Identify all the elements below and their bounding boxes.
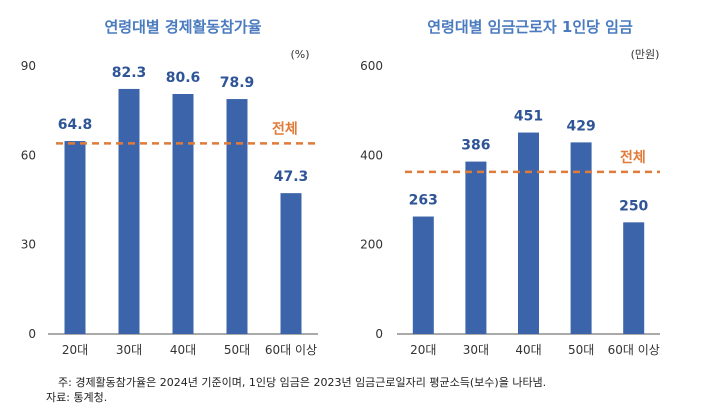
x-tick-label: 20대 <box>410 343 436 357</box>
data-label: 250 <box>619 198 648 214</box>
bar <box>518 132 539 334</box>
data-label: 78.9 <box>220 75 255 91</box>
y-tick-label: 200 <box>360 238 383 252</box>
unit-label: (만원) <box>631 48 660 61</box>
y-tick-label: 30 <box>21 238 36 252</box>
y-tick-label: 0 <box>28 327 36 341</box>
reference-label: 전체 <box>272 120 298 137</box>
data-label: 429 <box>566 118 595 134</box>
chart-title: 연령대별 경제활동참가율 <box>104 18 261 36</box>
x-tick-label: 30대 <box>116 343 142 357</box>
y-tick-label: 60 <box>21 148 36 162</box>
unit-label: (%) <box>290 48 309 61</box>
y-tick-label: 600 <box>360 59 383 73</box>
data-label: 82.3 <box>112 65 147 81</box>
y-tick-label: 400 <box>360 148 383 162</box>
data-label: 47.3 <box>274 169 309 185</box>
footnote-source: 자료: 통계청. <box>46 391 108 404</box>
bar <box>226 99 248 334</box>
x-tick-label: 50대 <box>568 343 594 357</box>
x-tick-label: 40대 <box>515 343 541 357</box>
bar <box>118 88 140 334</box>
x-tick-label: 60대 이상 <box>608 343 660 357</box>
data-label: 64.8 <box>58 117 93 133</box>
x-tick-label: 30대 <box>463 343 489 357</box>
y-tick-label: 0 <box>375 327 383 341</box>
footnote-note: 주: 경제활동참가율은 2024년 기준이며, 1인당 임금은 2023년 임금… <box>58 376 547 389</box>
x-tick-label: 20대 <box>62 343 88 357</box>
bar <box>280 193 302 334</box>
bar <box>623 222 645 334</box>
bar <box>172 93 194 334</box>
bar <box>465 161 487 334</box>
data-label: 451 <box>514 109 543 125</box>
x-tick-label: 50대 <box>224 343 250 357</box>
x-tick-label: 60대 이상 <box>265 343 317 357</box>
bar <box>64 141 86 334</box>
data-label: 386 <box>461 138 490 154</box>
reference-label: 전체 <box>620 149 646 166</box>
bar <box>412 216 434 334</box>
chart-wage-per-worker: 연령대별 임금근로자 1인당 임금 (만원) 0 200 400 600 263 20대 386… <box>360 18 660 357</box>
bar <box>570 142 592 334</box>
y-tick-label: 90 <box>21 59 36 73</box>
data-label: 263 <box>409 193 438 209</box>
data-label: 80.6 <box>166 70 201 86</box>
chart-labor-participation: 연령대별 경제활동참가율 (%) 0 30 60 90 64.8 20대 82.3 30대 80.6… <box>21 18 318 357</box>
x-tick-label: 40대 <box>170 343 196 357</box>
chart-title: 연령대별 임금근로자 1인당 임금 <box>427 18 633 36</box>
